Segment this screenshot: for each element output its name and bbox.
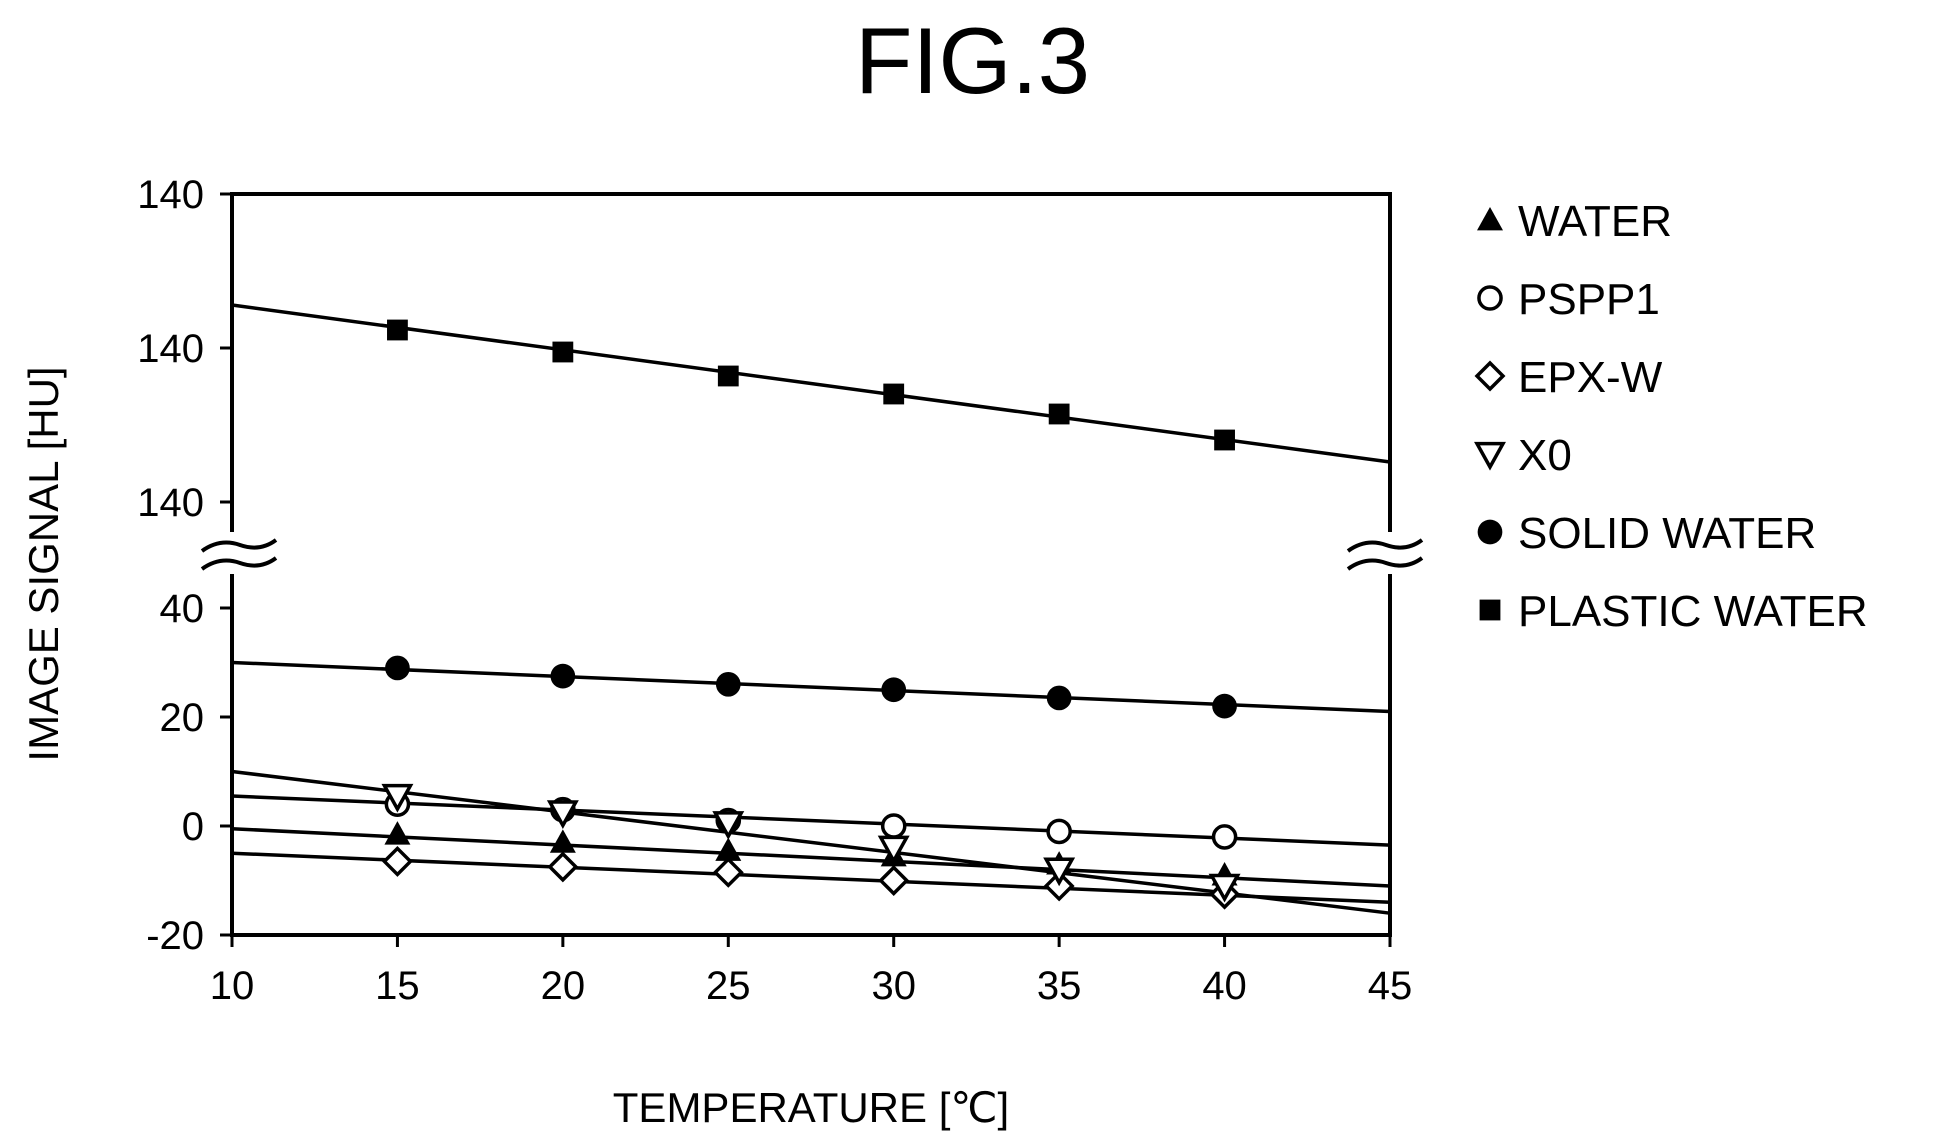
axis-break-right <box>1346 538 1424 571</box>
data-point <box>1046 818 1072 845</box>
legend-marker <box>1477 285 1503 311</box>
data-point <box>1043 857 1076 887</box>
fit-line <box>231 826 1391 888</box>
data-point <box>717 365 739 387</box>
y-axis-title: IMAGE SIGNAL [HU] <box>20 366 67 761</box>
x-ticks: 10 15 20 25 30 35 40 45 <box>210 935 1413 1008</box>
data-point <box>547 851 579 883</box>
legend-marker <box>1477 519 1503 545</box>
data-point <box>550 663 576 689</box>
axis-break-left <box>200 538 278 571</box>
data-point <box>712 856 744 888</box>
legend-label: PSPP1 <box>1518 275 1660 324</box>
data-point <box>1048 403 1070 425</box>
x-tick-label: 20 <box>541 964 586 1008</box>
legend-label: X0 <box>1518 431 1572 480</box>
y-ticks: -20 0 20 40 140 140 140 <box>137 173 232 958</box>
data-point <box>878 865 910 896</box>
data-point <box>1214 429 1235 451</box>
data-point <box>880 813 907 839</box>
legend-marker <box>1479 599 1501 621</box>
y-tick-label: -20 <box>146 914 204 958</box>
fit-line <box>231 794 1391 847</box>
legend: WATER PSPP1 EPX-W X0 SOLID WATER PLASTIC WATE… <box>1474 197 1868 636</box>
data-point <box>712 811 745 840</box>
x-axis-title: TEMPERATURE [℃] <box>613 1084 1009 1131</box>
data-point <box>381 845 413 877</box>
data-point <box>1046 685 1072 711</box>
x-tick-label: 40 <box>1202 964 1247 1008</box>
y-tick-label: 20 <box>160 696 205 740</box>
x-tick-label: 45 <box>1368 964 1413 1008</box>
x-tick-label: 30 <box>871 964 916 1008</box>
y-tick-label: 0 <box>182 805 204 849</box>
fit-line <box>231 660 1391 714</box>
x-tick-label: 10 <box>210 964 255 1008</box>
y-tick-label: 140 <box>137 327 204 371</box>
data-point <box>715 837 742 861</box>
legend-marker <box>1477 207 1503 231</box>
data-point <box>552 341 574 363</box>
legend-label: SOLID WATER <box>1518 509 1816 558</box>
fit-lines <box>231 660 1391 915</box>
data-point <box>1208 873 1241 903</box>
figure-title: FIG.3 <box>854 8 1091 113</box>
data-point <box>883 383 905 405</box>
x-tick-label: 15 <box>375 964 420 1008</box>
x-tick-label: 25 <box>706 964 751 1008</box>
legend-label: WATER <box>1518 197 1672 246</box>
data-point <box>387 319 408 341</box>
upper-segment <box>231 303 1391 464</box>
data-point <box>385 655 410 681</box>
legend-label: PLASTIC WATER <box>1518 587 1868 636</box>
data-point <box>881 677 907 703</box>
legend-label: EPX-W <box>1518 353 1663 402</box>
fit-line <box>231 769 1391 915</box>
y-tick-label: 140 <box>137 173 204 217</box>
fit-line <box>231 303 1391 464</box>
legend-marker <box>1474 360 1506 392</box>
y-tick-label: 140 <box>137 481 204 525</box>
data-point <box>877 835 910 865</box>
legend-marker <box>1474 441 1506 471</box>
x-tick-label: 35 <box>1037 964 1082 1008</box>
y-tick-label: 40 <box>160 587 205 631</box>
data-points <box>381 655 1241 910</box>
data-point <box>381 783 414 813</box>
data-point <box>546 800 579 829</box>
data-point <box>1212 693 1237 719</box>
data-point <box>715 671 741 697</box>
data-point <box>1211 824 1238 850</box>
plot-frame <box>195 192 1430 937</box>
data-point <box>549 829 576 853</box>
fit-line <box>231 851 1391 905</box>
data-point <box>384 821 411 845</box>
